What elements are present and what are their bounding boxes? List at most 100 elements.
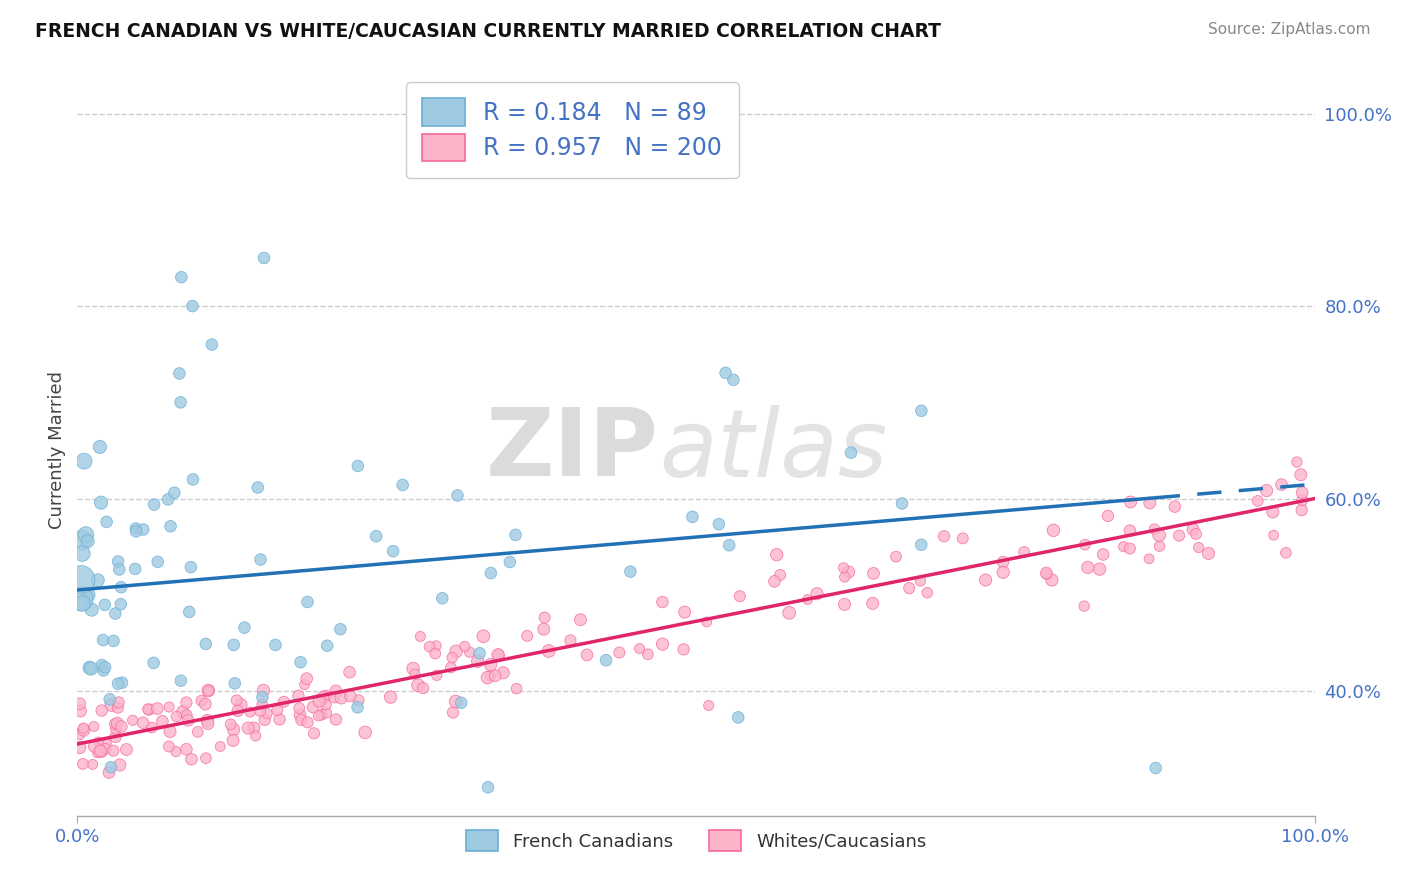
Legend: French Canadians, Whites/Caucasians: French Canadians, Whites/Caucasians [458,823,934,858]
Point [264,638,287,652]
Point [339,689,361,703]
Point [176,742,198,756]
Point [93,664,115,678]
Point [94,660,117,674]
Point [89,744,111,758]
Point [832,560,855,574]
Point [697,698,720,713]
Point [696,615,718,629]
Point [146,701,169,715]
Point [707,517,730,532]
Point [91,633,114,648]
Text: Source: ZipAtlas.com: Source: ZipAtlas.com [1208,22,1371,37]
Point [1119,524,1142,538]
Point [446,488,468,502]
Point [409,630,432,644]
Point [108,562,131,576]
Point [72,721,94,735]
Point [252,683,274,698]
Point [382,544,405,558]
Point [891,496,914,510]
Point [1074,538,1097,552]
Point [1137,552,1160,566]
Point [222,723,245,737]
Point [714,366,737,380]
Point [269,713,291,727]
Point [651,637,673,651]
Point [157,739,180,754]
Point [89,440,111,454]
Point [315,706,337,720]
Point [444,694,467,708]
Point [302,700,325,714]
Point [1144,761,1167,775]
Point [169,367,191,381]
Y-axis label: Currently Married: Currently Married [48,371,66,530]
Point [354,725,377,739]
Point [201,337,224,351]
Point [107,695,129,709]
Point [346,700,368,714]
Point [516,629,538,643]
Point [763,574,786,589]
Point [105,716,128,731]
Point [595,653,617,667]
Point [224,676,246,690]
Point [190,694,212,708]
Point [402,661,425,675]
Point [159,724,181,739]
Point [454,640,477,654]
Point [718,538,741,552]
Point [142,656,165,670]
Point [450,696,472,710]
Point [249,552,271,566]
Point [177,714,200,728]
Point [194,751,217,765]
Point [339,665,361,680]
Point [143,498,166,512]
Point [80,662,103,676]
Point [308,708,330,723]
Point [225,693,247,707]
Point [484,669,506,683]
Point [86,746,108,760]
Point [468,646,491,660]
Point [94,598,117,612]
Point [252,690,274,705]
Point [125,522,148,536]
Point [290,713,312,727]
Point [315,698,337,712]
Point [157,700,180,714]
Point [1168,528,1191,542]
Point [1088,562,1111,576]
Point [723,373,745,387]
Point [69,727,91,741]
Point [1112,540,1135,554]
Point [769,568,792,582]
Point [103,634,125,648]
Point [70,591,93,606]
Point [1185,527,1208,541]
Point [1263,528,1285,542]
Point [560,633,582,648]
Point [347,693,370,707]
Point [132,715,155,730]
Point [329,622,352,636]
Point [180,560,202,574]
Point [910,538,932,552]
Point [412,681,434,695]
Point [69,740,91,755]
Point [472,629,495,643]
Point [1119,495,1142,509]
Point [83,739,105,754]
Point [295,672,318,686]
Point [479,657,502,672]
Point [673,605,696,619]
Point [533,622,555,636]
Point [96,515,118,529]
Point [100,698,122,712]
Point [1261,505,1284,519]
Point [425,647,447,661]
Point [492,665,515,680]
Point [467,654,489,668]
